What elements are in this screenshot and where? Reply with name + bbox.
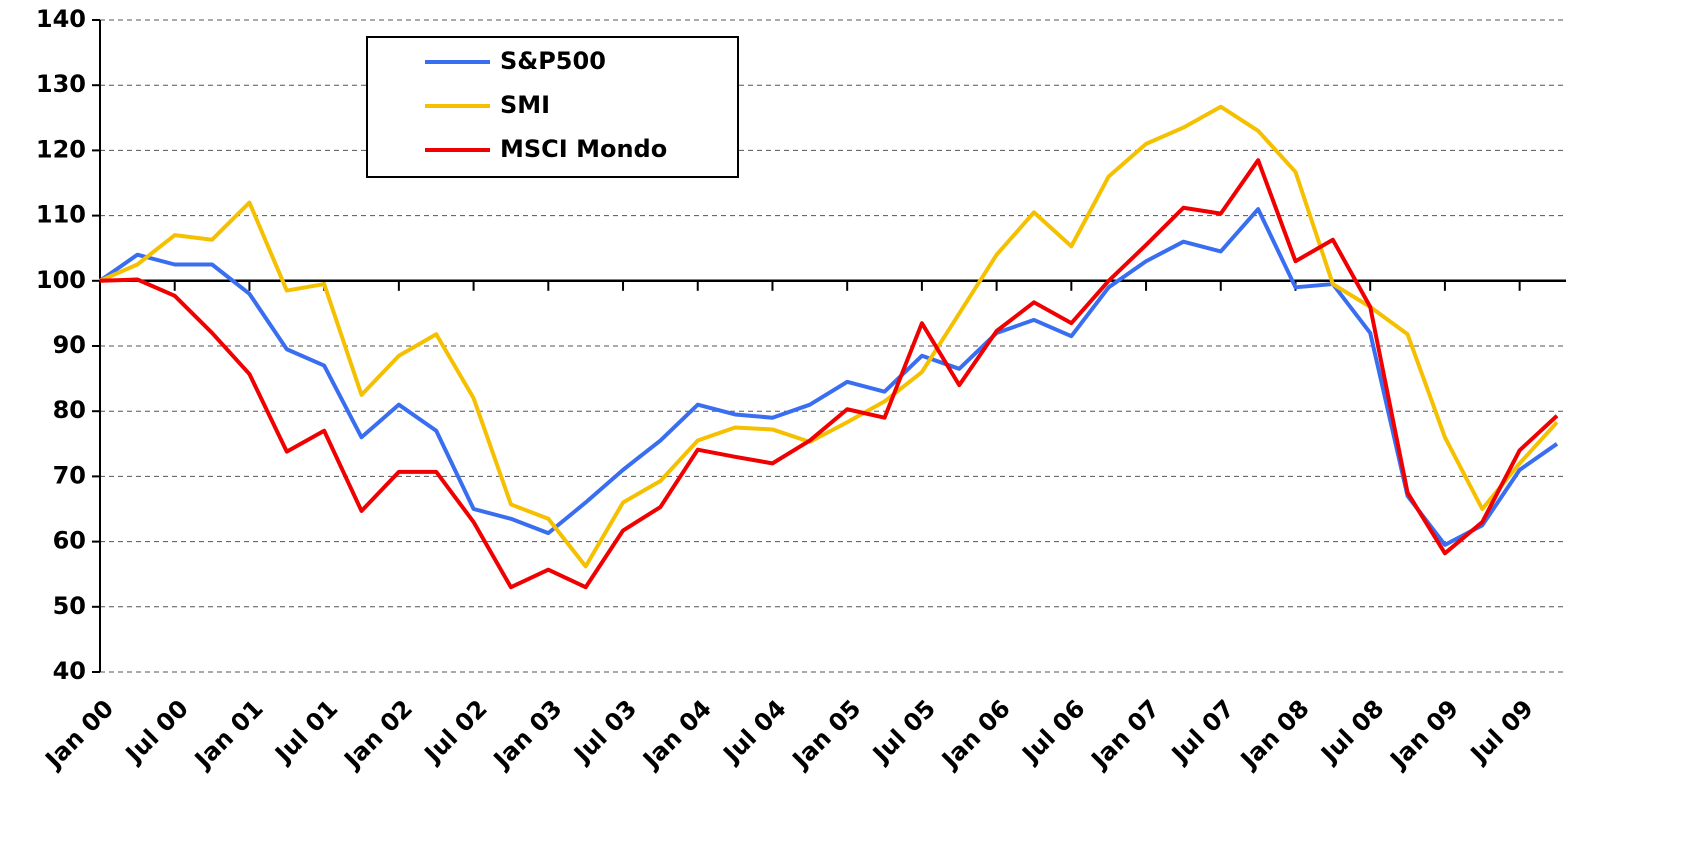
y-tick-label: 70 (53, 461, 86, 489)
legend-label: SMI (500, 91, 550, 119)
y-tick-label: 130 (36, 70, 86, 98)
series-line (99, 104, 1559, 569)
legend-label: S&P500 (500, 47, 606, 75)
x-tick-label: Jan 04 (636, 694, 717, 775)
series-line (98, 207, 1559, 547)
x-tick-label: Jul 01 (268, 694, 343, 769)
y-tick-label: 140 (36, 5, 86, 33)
x-tick-label: Jul 08 (1314, 694, 1389, 769)
x-tick-label: Jan 01 (188, 694, 269, 775)
y-tick-label: 100 (36, 266, 86, 294)
x-tick-label: Jan 08 (1234, 694, 1315, 775)
legend-label: MSCI Mondo (500, 135, 667, 163)
series-line (99, 158, 1559, 590)
x-tick-label: Jan 05 (786, 694, 867, 775)
x-tick-label: Jan 00 (39, 694, 120, 775)
x-tick-label: Jul 02 (418, 694, 493, 769)
x-tick-label: Jul 04 (717, 694, 792, 769)
x-tick-label: Jul 05 (866, 694, 941, 769)
y-tick-label: 120 (36, 135, 86, 163)
y-tick-label: 90 (53, 331, 86, 359)
y-tick-label: 80 (53, 396, 86, 424)
x-tick-label: Jul 03 (567, 694, 642, 769)
x-tick-label: Jul 07 (1165, 694, 1240, 769)
x-tick-label: Jul 09 (1464, 694, 1539, 769)
x-tick-label: Jan 02 (337, 694, 418, 775)
y-tick-label: 40 (53, 657, 86, 685)
x-tick-label: Jan 06 (935, 694, 1016, 775)
y-tick-label: 50 (53, 592, 86, 620)
x-tick-label: Jul 00 (119, 694, 194, 769)
x-tick-label: Jan 07 (1085, 694, 1166, 775)
y-tick-label: 110 (36, 201, 86, 229)
x-tick-label: Jul 06 (1016, 694, 1091, 769)
x-tick-label: Jan 03 (487, 694, 568, 775)
y-tick-label: 60 (53, 527, 86, 555)
x-tick-label: Jan 09 (1384, 694, 1465, 775)
